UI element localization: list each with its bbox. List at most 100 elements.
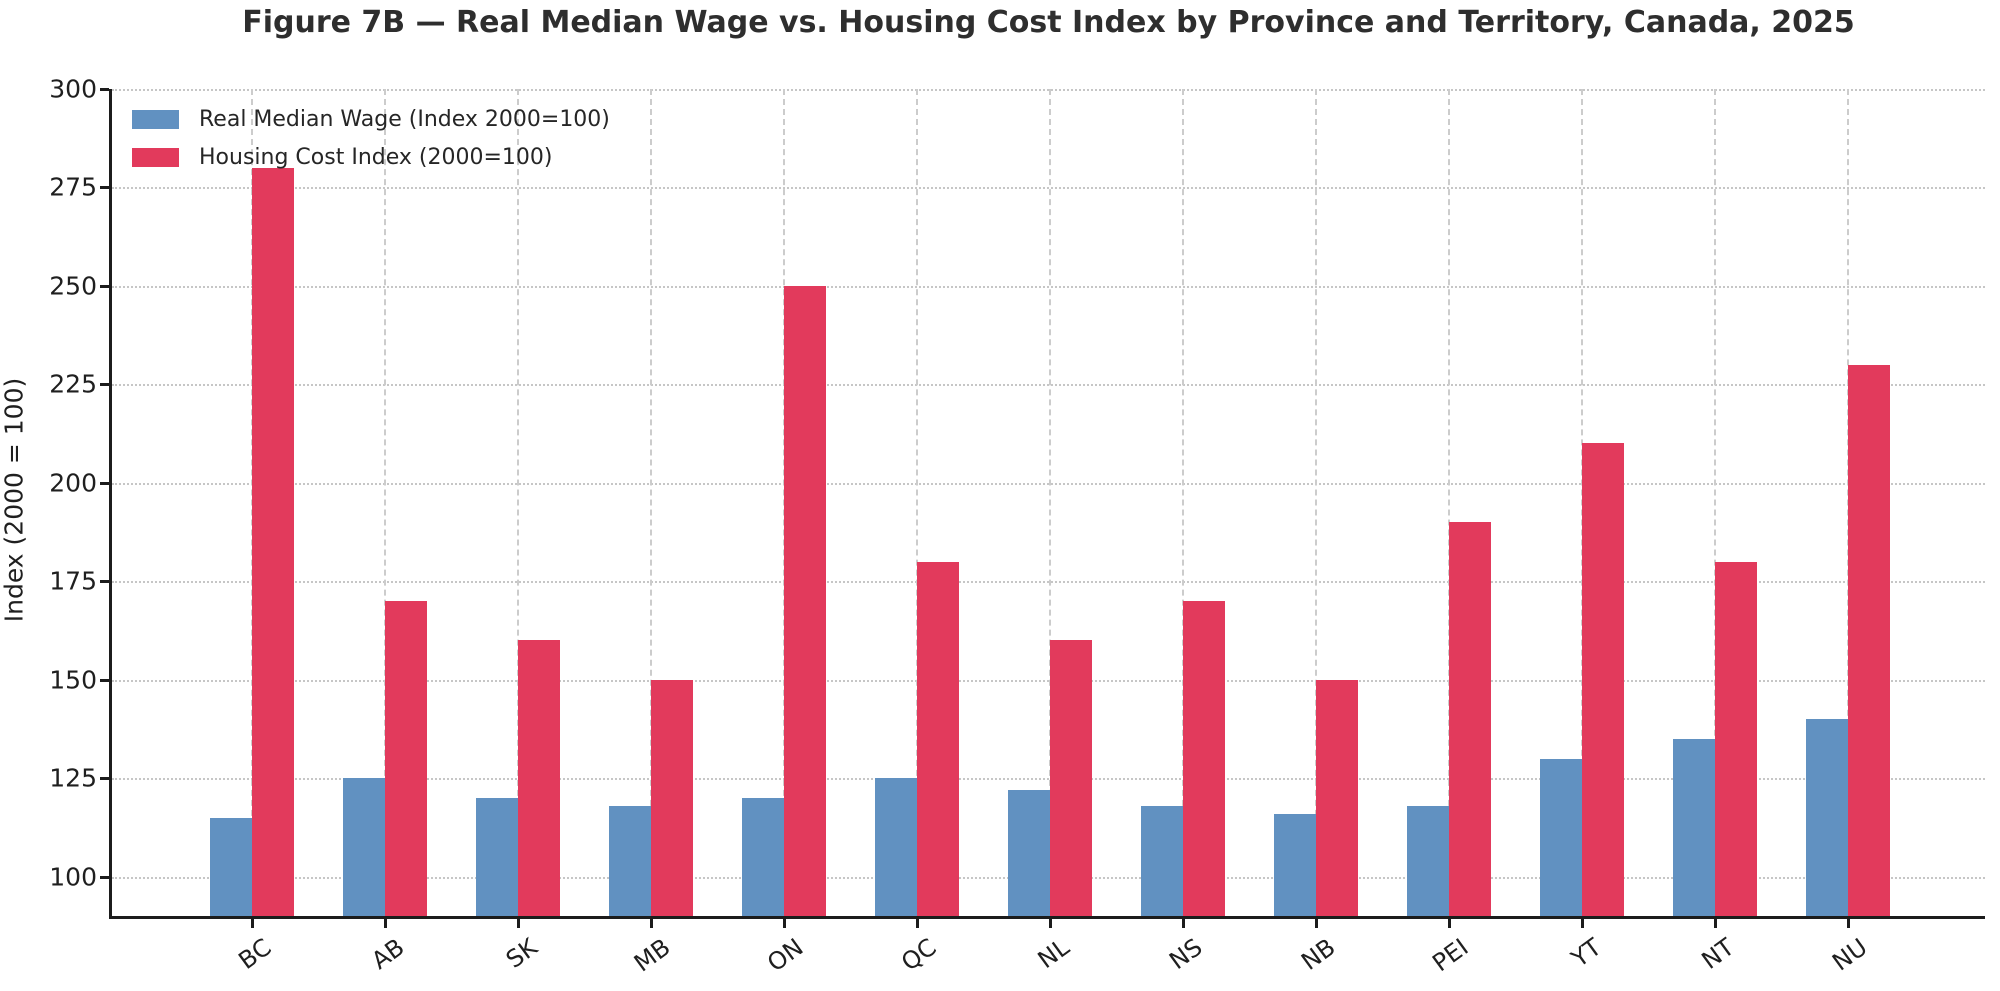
y-tick-label-175: 175 <box>49 566 97 596</box>
v-gridline-NT <box>1714 89 1716 916</box>
y-tick-label-275: 275 <box>49 172 97 202</box>
v-gridline-MB <box>650 89 652 916</box>
y-tick-mark-300 <box>100 88 109 91</box>
x-tick-label-NT: NT <box>1696 933 1740 975</box>
bar-housing-NT <box>1715 561 1757 916</box>
legend-swatch-wage <box>132 110 179 129</box>
x-tick-label-QC: QC <box>896 933 942 977</box>
y-tick-mark-250 <box>100 284 109 288</box>
legend-swatch-housing <box>132 148 179 167</box>
y-tick-mark-225 <box>100 383 109 387</box>
bar-wage-NT <box>1673 738 1715 916</box>
x-tick-mark-NL <box>1049 919 1052 928</box>
y-tick-label-225: 225 <box>49 369 97 399</box>
bar-wage-AB <box>343 778 385 916</box>
x-tick-mark-NT <box>1714 919 1717 928</box>
x-tick-label-NU: NU <box>1827 933 1873 977</box>
bar-wage-NB <box>1274 813 1316 916</box>
x-tick-mark-AB <box>384 919 387 928</box>
bar-wage-PEI <box>1407 805 1449 916</box>
x-tick-mark-SK <box>517 919 520 928</box>
bar-wage-ON <box>742 797 784 916</box>
x-tick-mark-ON <box>783 919 786 928</box>
legend-label-wage: Real Median Wage (Index 2000=100) <box>199 107 610 132</box>
v-gridline-NS <box>1182 89 1184 916</box>
x-tick-mark-PEI <box>1448 919 1451 928</box>
bar-housing-AB <box>385 601 427 916</box>
bar-housing-NU <box>1848 364 1890 916</box>
legend: Real Median Wage (Index 2000=100) Housing… <box>132 107 610 183</box>
bar-wage-YT <box>1540 758 1582 916</box>
h-gridline-150 <box>112 679 1985 682</box>
h-gridline-200 <box>112 482 1985 485</box>
bar-housing-ON <box>784 285 826 916</box>
h-gridline-175 <box>112 581 1985 584</box>
v-gridline-NB <box>1315 89 1317 916</box>
bar-housing-NS <box>1183 601 1225 916</box>
bar-wage-NU <box>1806 719 1848 916</box>
v-gridline-SK <box>517 89 519 916</box>
y-tick-label-150: 150 <box>49 665 97 695</box>
x-tick-mark-QC <box>916 919 919 928</box>
x-tick-mark-NB <box>1315 919 1318 928</box>
x-tick-label-PEI: PEI <box>1427 933 1474 978</box>
x-tick-label-AB: AB <box>366 933 410 975</box>
bar-wage-MB <box>609 805 651 916</box>
y-tick-mark-150 <box>100 678 109 682</box>
x-tick-label-ON: ON <box>762 933 809 978</box>
h-gridline-300 <box>112 89 1985 91</box>
bar-wage-NS <box>1141 805 1183 916</box>
x-tick-label-NL: NL <box>1032 933 1075 975</box>
bar-housing-SK <box>518 640 560 916</box>
x-tick-mark-BC <box>251 919 254 928</box>
y-tick-label-100: 100 <box>49 862 97 892</box>
v-gridline-QC <box>916 89 918 916</box>
bar-housing-QC <box>917 561 959 916</box>
y-tick-label-200: 200 <box>49 468 97 498</box>
x-axis-spine <box>109 916 1985 919</box>
bar-housing-NL <box>1050 640 1092 916</box>
chart-title: Figure 7B — Real Median Wage vs. Housing… <box>242 5 1855 40</box>
v-gridline-AB <box>384 89 386 916</box>
x-tick-mark-MB <box>650 919 653 928</box>
legend-item-housing: Housing Cost Index (2000=100) <box>132 145 610 170</box>
v-gridline-NL <box>1049 89 1051 916</box>
y-tick-label-125: 125 <box>49 763 97 793</box>
x-tick-label-BC: BC <box>233 933 277 975</box>
x-tick-label-YT: YT <box>1566 933 1607 973</box>
y-tick-label-250: 250 <box>49 271 97 301</box>
x-tick-label-MB: MB <box>628 933 676 978</box>
bar-wage-QC <box>875 778 917 916</box>
bar-wage-BC <box>210 817 252 916</box>
bar-housing-BC <box>252 167 294 916</box>
h-gridline-275 <box>112 187 1985 190</box>
bar-housing-NB <box>1316 679 1358 916</box>
x-tick-label-NB: NB <box>1296 933 1341 976</box>
y-tick-mark-175 <box>100 580 109 584</box>
y-tick-mark-125 <box>100 777 109 781</box>
y-axis-label: Index (2000 = 100) <box>0 377 29 623</box>
x-tick-mark-NS <box>1182 919 1185 928</box>
bar-wage-SK <box>476 797 518 916</box>
h-gridline-250 <box>112 285 1985 288</box>
y-tick-mark-200 <box>100 481 109 485</box>
x-tick-mark-YT <box>1581 919 1584 928</box>
x-tick-mark-NU <box>1847 919 1850 928</box>
h-gridline-225 <box>112 384 1985 387</box>
h-gridline-125 <box>112 778 1985 781</box>
bar-housing-PEI <box>1449 522 1491 916</box>
y-tick-mark-275 <box>100 186 109 190</box>
x-tick-label-NS: NS <box>1164 933 1208 976</box>
plot-area: 100 125 150 175 200 225 250 275 300 BC AB SK MB ON QC N… <box>49 75 1985 978</box>
bar-housing-YT <box>1582 443 1624 916</box>
x-tick-label-SK: SK <box>500 933 543 974</box>
bar-wage-NL <box>1008 790 1050 916</box>
y-tick-mark-100 <box>100 875 109 879</box>
y-tick-label-300: 300 <box>49 74 97 104</box>
bar-housing-MB <box>651 679 693 916</box>
v-gridline-PEI <box>1448 89 1450 916</box>
y-axis-spine <box>109 89 112 919</box>
legend-item-wage: Real Median Wage (Index 2000=100) <box>132 107 610 132</box>
legend-label-housing: Housing Cost Index (2000=100) <box>199 145 553 170</box>
